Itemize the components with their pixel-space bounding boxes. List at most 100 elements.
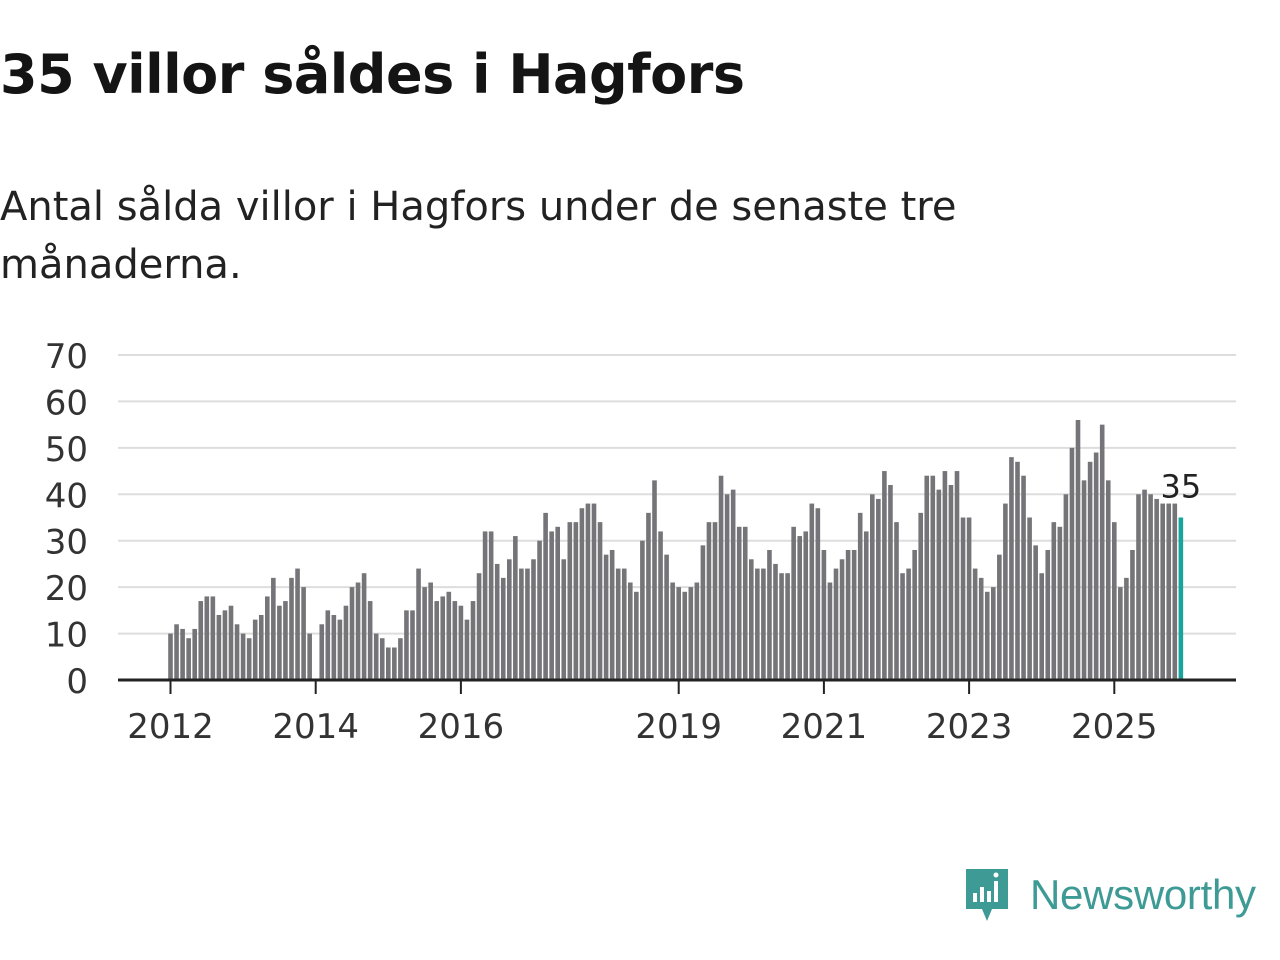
- bar: [252, 619, 258, 680]
- bar: [815, 508, 821, 680]
- bar: [966, 517, 972, 680]
- bar: [912, 550, 917, 680]
- bar: [749, 559, 754, 680]
- bar: [1148, 494, 1153, 680]
- bar: [615, 568, 621, 680]
- bar: [634, 591, 639, 680]
- bar: [1136, 494, 1141, 680]
- bar: [972, 568, 978, 680]
- bar: [543, 512, 548, 680]
- bar: [978, 577, 984, 680]
- y-tick-label: 60: [45, 383, 88, 423]
- bar-highlight: [1178, 517, 1184, 680]
- bar: [561, 559, 567, 680]
- bar: [204, 596, 210, 680]
- bar: [482, 531, 488, 680]
- bar: [821, 550, 827, 680]
- bar: [628, 582, 633, 680]
- bar: [392, 647, 397, 680]
- bar: [948, 485, 954, 680]
- bar: [470, 601, 476, 680]
- bar: [579, 508, 585, 680]
- bar: [440, 596, 446, 680]
- bar: [718, 475, 724, 680]
- bar: [174, 624, 179, 680]
- bar: [567, 522, 573, 680]
- bar: [168, 633, 173, 680]
- bar: [1003, 503, 1008, 680]
- bar: [1045, 550, 1051, 680]
- bar: [337, 619, 343, 680]
- bar: [960, 517, 966, 680]
- bar: [870, 494, 875, 680]
- bar: [924, 475, 930, 680]
- bar: [555, 526, 560, 680]
- bar: [228, 605, 234, 680]
- x-tick-label: 2023: [926, 707, 1013, 740]
- bar: [1172, 503, 1178, 680]
- bar: [670, 582, 675, 680]
- bar: [476, 573, 482, 680]
- bar: [573, 522, 579, 680]
- bar: [513, 536, 518, 680]
- bar: [591, 503, 597, 680]
- bar: [1081, 480, 1087, 680]
- bar: [767, 550, 772, 680]
- bar: [1069, 447, 1075, 680]
- x-tick-label: 2025: [1071, 707, 1158, 740]
- bar: [930, 475, 936, 680]
- bar: [1009, 457, 1014, 680]
- bar-chart: 0 10 20 30 40 50 60 70 35 2012 2014 2016 2019 2021 202…: [45, 337, 1236, 740]
- bar: [863, 531, 869, 680]
- bar: [876, 498, 881, 680]
- bar: [646, 512, 651, 680]
- bar: [1057, 526, 1063, 680]
- bar: [906, 568, 911, 680]
- bar: [1063, 494, 1069, 680]
- bar: [761, 568, 766, 680]
- bar: [531, 559, 536, 680]
- bar: [1087, 461, 1093, 680]
- chart-subtitle: Antal sålda villor i Hagfors under de se…: [0, 184, 957, 288]
- bar: [652, 480, 657, 680]
- bar: [1130, 550, 1135, 680]
- bar: [519, 568, 524, 680]
- bar: [658, 531, 663, 680]
- brand-logo[interactable]: Newsworthy: [962, 862, 1256, 928]
- bar: [882, 471, 887, 680]
- bar: [458, 605, 464, 680]
- bar: [664, 554, 669, 680]
- x-tick-label: 2021: [781, 707, 868, 740]
- bar: [857, 512, 863, 680]
- bar: [839, 559, 845, 680]
- bar: [742, 526, 748, 680]
- x-tick-label: 2016: [418, 707, 505, 740]
- bar: [1075, 420, 1081, 680]
- bar: [894, 522, 899, 680]
- bar: [827, 582, 833, 680]
- bar: [361, 573, 367, 680]
- bar: [355, 582, 361, 680]
- bar: [428, 582, 433, 680]
- bar: [797, 536, 802, 680]
- bar: [283, 601, 288, 680]
- bar: [386, 647, 391, 680]
- brand-name: Newsworthy: [1030, 871, 1256, 918]
- bar: [724, 494, 730, 680]
- bar: [736, 526, 742, 680]
- bar: [942, 471, 948, 680]
- bar: [809, 503, 815, 680]
- bar: [918, 512, 923, 680]
- bar: [888, 485, 893, 680]
- bar: [688, 587, 694, 680]
- y-tick-label: 50: [45, 430, 88, 470]
- bar: [1015, 461, 1020, 680]
- bar: [597, 522, 603, 680]
- bar: [494, 563, 500, 680]
- x-tick-label: 2019: [635, 707, 722, 740]
- bar: [1154, 498, 1159, 680]
- chart-title: 35 villor såldes i Hagfors: [0, 43, 745, 106]
- bar: [997, 554, 1002, 680]
- bar: [222, 610, 228, 680]
- bar: [240, 633, 246, 680]
